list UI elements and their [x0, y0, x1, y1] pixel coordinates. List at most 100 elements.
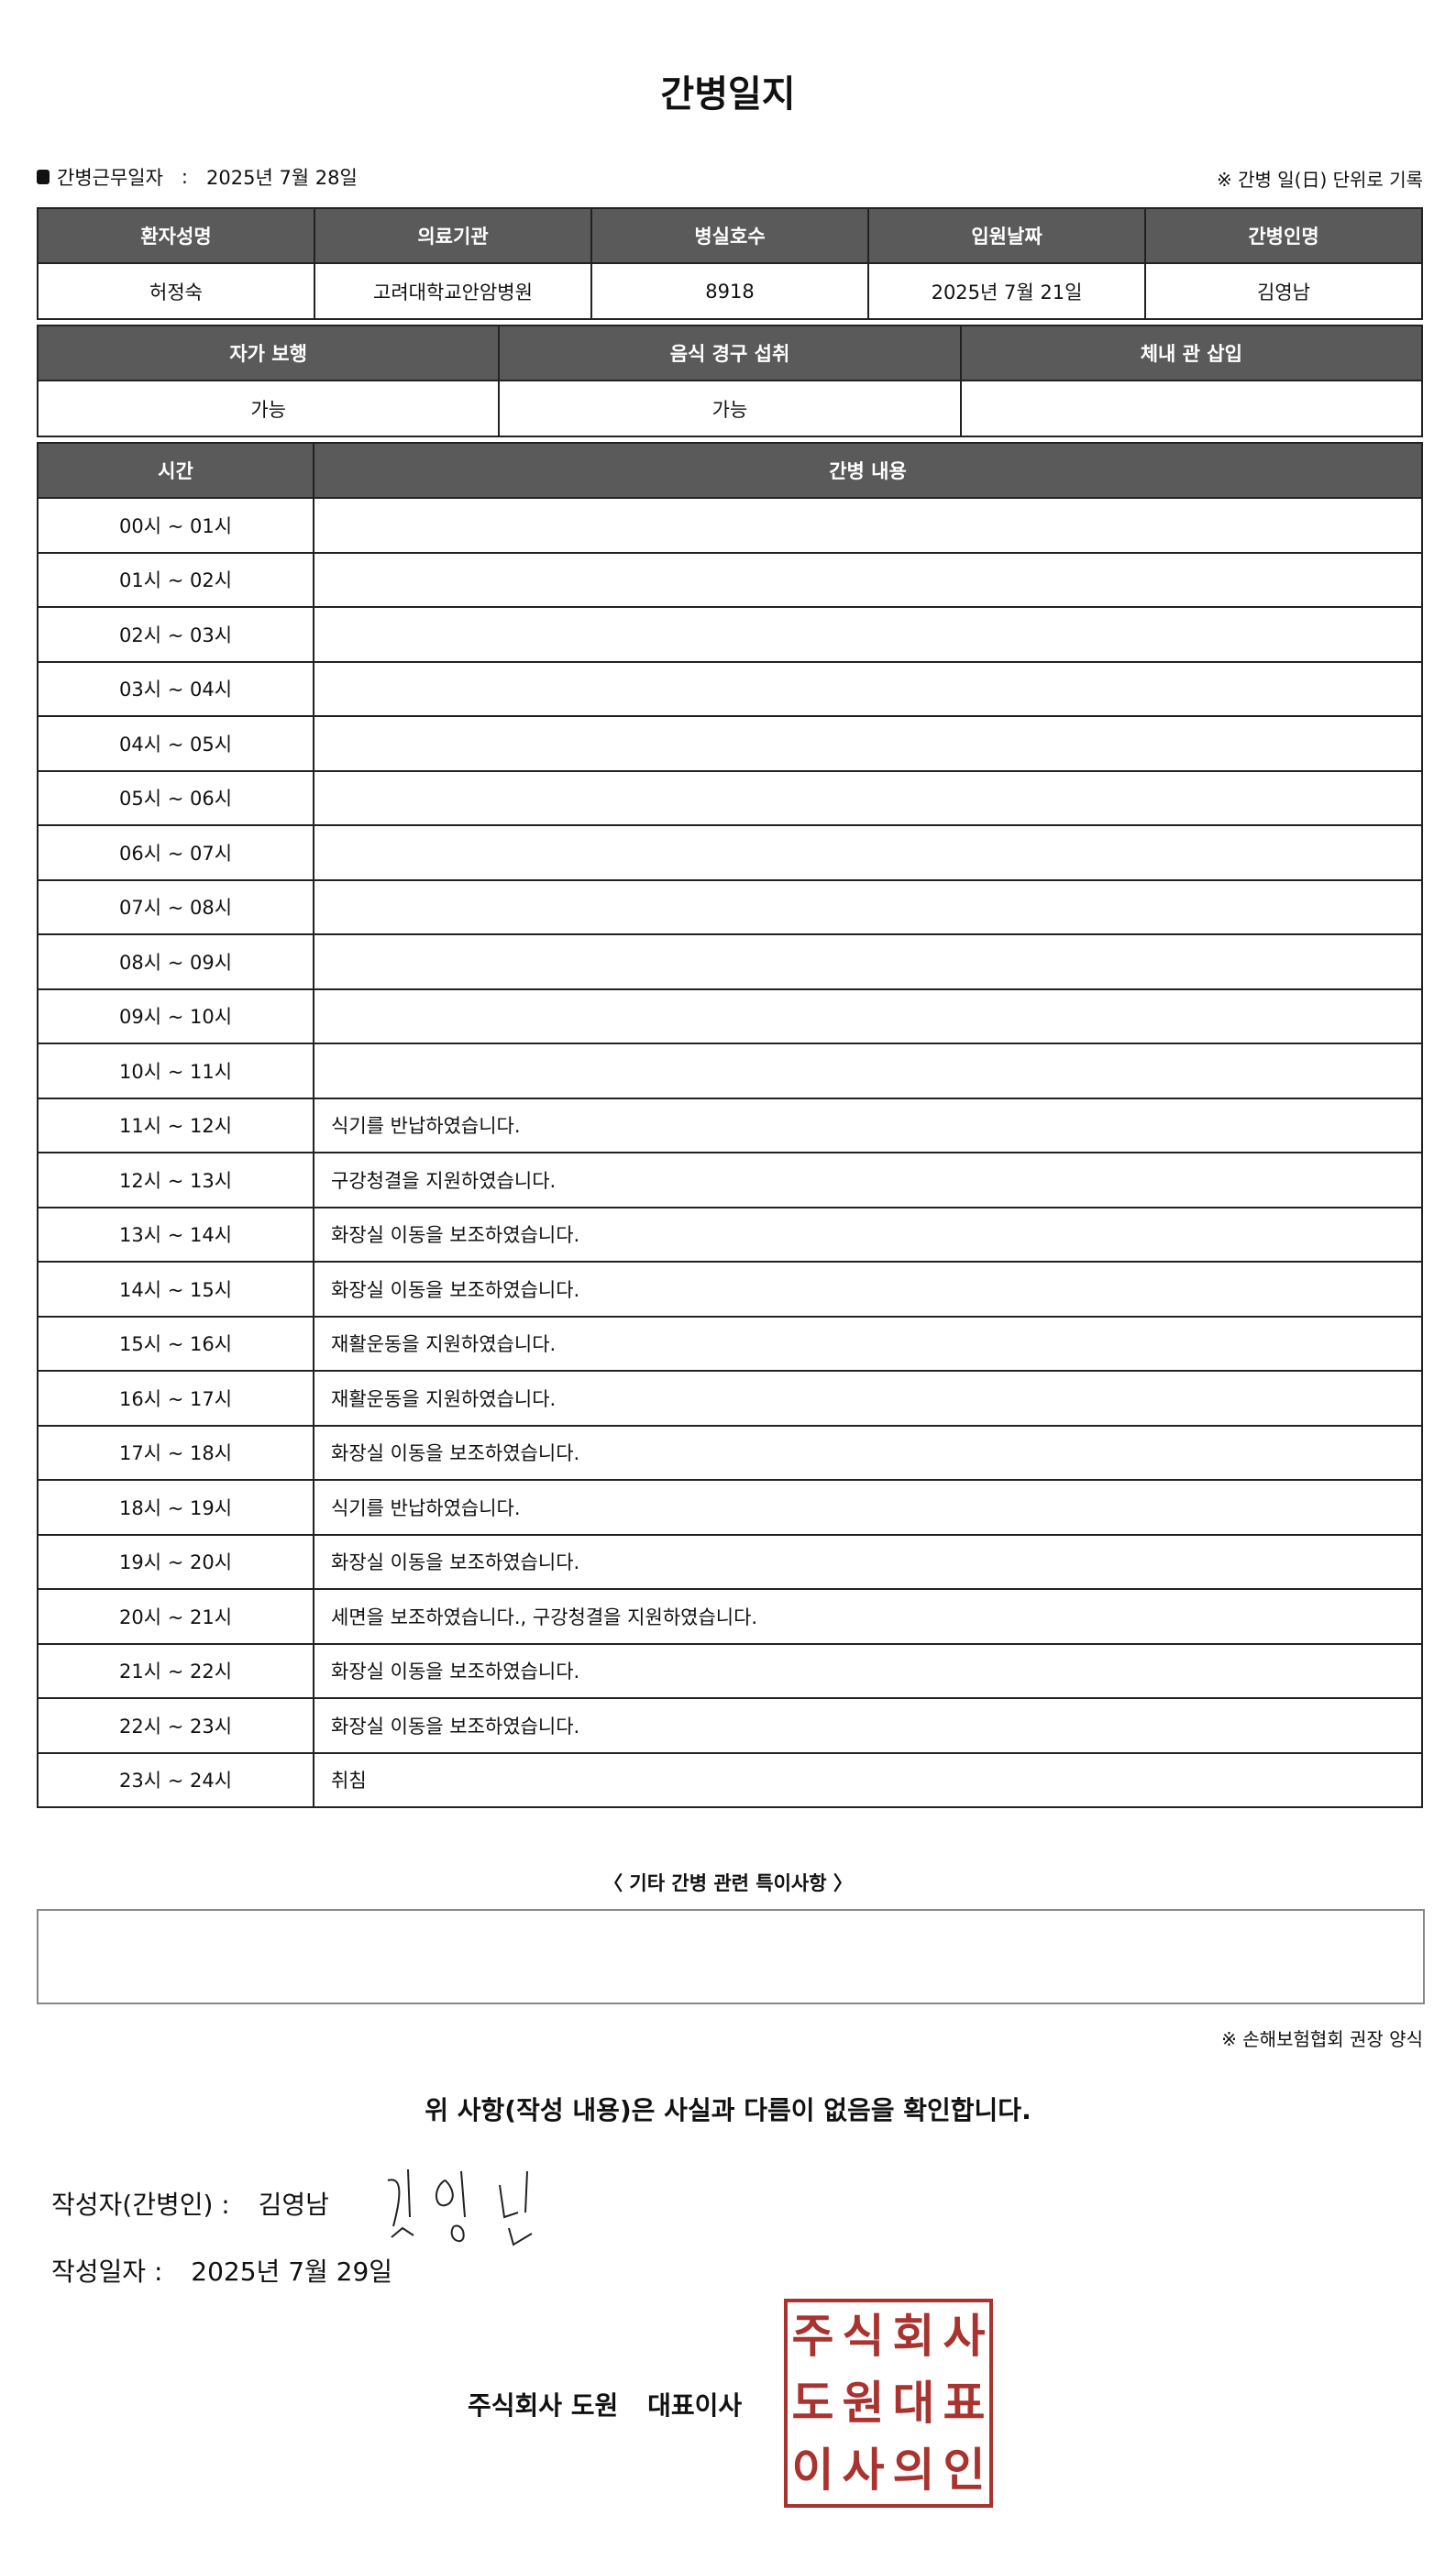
- log-table: 시간 간병 내용 00시 ~ 01시 01시 ~ 02시 02시 ~ 03시 03시 ~…: [37, 442, 1423, 1808]
- content-cell: [313, 769, 1423, 826]
- table-row: 23시 ~ 24시 취침: [37, 1751, 1423, 1808]
- time-cell: 05시 ~ 06시: [37, 769, 314, 826]
- patient-header-cell: 병실호수: [590, 207, 869, 264]
- table-row: 05시 ~ 06시: [37, 769, 1423, 826]
- time-cell: 20시 ~ 21시: [37, 1588, 314, 1645]
- status-header-cell: 자가 보행: [36, 325, 501, 381]
- time-cell: 07시 ~ 08시: [37, 878, 314, 935]
- stamp-glyph: 사: [943, 2309, 986, 2363]
- table-row: 20시 ~ 21시 세면을 보조하였습니다., 구강청결을 지원하였습니다.: [37, 1588, 1423, 1645]
- stamp-glyph: 대: [892, 2376, 935, 2430]
- table-row: 06시 ~ 07시: [37, 824, 1423, 881]
- patient-header-cell: 의료기관: [314, 207, 592, 264]
- status-value-cell: [959, 380, 1424, 437]
- content-cell: [313, 497, 1423, 554]
- time-cell: 02시 ~ 03시: [37, 606, 314, 663]
- patient-header-cell: 입원날짜: [867, 207, 1146, 264]
- table-row: 09시 ~ 10시: [37, 988, 1423, 1044]
- content-cell: 화장실 이동을 보조하였습니다.: [313, 1642, 1423, 1699]
- stamp-glyph: 의: [892, 2444, 935, 2498]
- time-cell: 19시 ~ 20시: [37, 1533, 314, 1590]
- content-cell: [313, 551, 1423, 608]
- table-row: 02시 ~ 03시: [37, 606, 1423, 663]
- time-cell: 18시 ~ 19시: [37, 1479, 314, 1536]
- time-cell: 09시 ~ 10시: [37, 988, 314, 1044]
- table-row: 14시 ~ 15시 화장실 이동을 보조하였습니다.: [37, 1261, 1423, 1318]
- table-row: 10시 ~ 11시: [37, 1043, 1423, 1099]
- status-value-cell: 가능: [498, 380, 962, 437]
- table-row: 13시 ~ 14시 화장실 이동을 보조하였습니다.: [37, 1206, 1423, 1263]
- content-cell: [313, 824, 1423, 881]
- time-cell: 08시 ~ 09시: [37, 933, 314, 990]
- patient-value-cell: 허정숙: [37, 262, 315, 320]
- table-row: 04시 ~ 05시: [37, 715, 1423, 772]
- patient-value-cell: 8918: [590, 262, 869, 320]
- stamp-glyph: 원: [842, 2376, 885, 2430]
- written-date: 작성일자 : 2025년 7월 29일: [51, 2252, 392, 2289]
- content-cell: 화장실 이동을 보조하였습니다.: [313, 1424, 1423, 1481]
- written-date-value: 2025년 7월 29일: [191, 2257, 393, 2287]
- log-header-cell: 간병 내용: [313, 442, 1423, 499]
- writer-label: 작성자(간병인) :: [51, 2190, 230, 2220]
- page-title: 간병일지: [660, 73, 796, 116]
- content-cell: 세면을 보조하였습니다., 구강청결을 지원하였습니다.: [313, 1588, 1423, 1645]
- time-cell: 11시 ~ 12시: [37, 1097, 314, 1153]
- stamp-glyph: 도: [791, 2376, 834, 2430]
- time-cell: 23시 ~ 24시: [37, 1751, 314, 1808]
- confirmation-statement: 위 사항(작성 내용)은 사실과 다름이 없음을 확인합니다.: [425, 2095, 1031, 2125]
- stamp-glyph: 표: [943, 2376, 986, 2430]
- stamp-glyph: 회: [892, 2309, 935, 2363]
- status-header-cell: 음식 경구 섭취: [498, 325, 962, 381]
- written-date-label: 작성일자 :: [51, 2257, 163, 2287]
- content-cell: [313, 988, 1423, 1044]
- table-row: 07시 ~ 08시: [37, 878, 1423, 935]
- table-row: 15시 ~ 16시 재활운동을 지원하였습니다.: [37, 1315, 1423, 1372]
- patient-value-cell: 김영남: [1144, 262, 1423, 320]
- time-cell: 06시 ~ 07시: [37, 824, 314, 881]
- content-cell: 식기를 반납하였습니다.: [313, 1479, 1423, 1536]
- company-name: 주식회사 도원: [468, 2390, 619, 2421]
- content-cell: 재활운동을 지원하였습니다.: [313, 1370, 1423, 1427]
- table-row: 12시 ~ 13시 구강청결을 지원하였습니다.: [37, 1152, 1423, 1208]
- time-cell: 00시 ~ 01시: [37, 497, 314, 554]
- status-header-cell: 체내 관 삽입: [959, 325, 1424, 381]
- work-date-separator: :: [181, 166, 188, 188]
- table-row: 00시 ~ 01시: [37, 497, 1423, 554]
- work-date-label: 간병근무일자: [57, 167, 163, 189]
- time-cell: 14시 ~ 15시: [37, 1261, 314, 1318]
- special-notes-box: [37, 1909, 1425, 2004]
- table-row: 16시 ~ 17시 재활운동을 지원하였습니다.: [37, 1370, 1423, 1427]
- writer-name: 김영남: [258, 2190, 329, 2220]
- bullet-icon: [37, 170, 50, 184]
- work-date-value: 2025년 7월 28일: [206, 167, 358, 189]
- table-row: 01시 ~ 02시: [37, 551, 1423, 608]
- patient-table: 환자성명 의료기관 병실호수 입원날짜 간병인명 허정숙 고려대학교안암병원 8918 202…: [37, 207, 1423, 320]
- time-cell: 10시 ~ 11시: [37, 1043, 314, 1099]
- table-row: 21시 ~ 22시 화장실 이동을 보조하였습니다.: [37, 1642, 1423, 1699]
- content-cell: [313, 660, 1423, 717]
- table-row: 03시 ~ 04시: [37, 660, 1423, 717]
- patient-header-cell: 환자성명: [37, 207, 315, 264]
- time-cell: 03시 ~ 04시: [37, 660, 314, 717]
- time-cell: 12시 ~ 13시: [37, 1152, 314, 1208]
- time-cell: 17시 ~ 18시: [37, 1424, 314, 1481]
- content-cell: 구강청결을 지원하였습니다.: [313, 1152, 1423, 1208]
- signature: [387, 2168, 533, 2246]
- writer-line: 작성자(간병인) : 김영남: [51, 2185, 329, 2222]
- table-row: 18시 ~ 19시 식기를 반납하였습니다.: [37, 1479, 1423, 1536]
- time-cell: 22시 ~ 23시: [37, 1697, 314, 1754]
- work-date: 간병근무일자 : 2025년 7월 28일: [37, 163, 358, 191]
- table-row: 08시 ~ 09시: [37, 933, 1423, 990]
- table-row: 17시 ~ 18시 화장실 이동을 보조하였습니다.: [37, 1424, 1423, 1481]
- company-line: 주식회사 도원 대표이사: [468, 2386, 742, 2422]
- record-note: ※ 간병 일(日) 단위로 기록: [1217, 169, 1423, 191]
- patient-header-cell: 간병인명: [1144, 207, 1423, 264]
- time-cell: 13시 ~ 14시: [37, 1206, 314, 1263]
- table-row: 22시 ~ 23시 화장실 이동을 보조하였습니다.: [37, 1697, 1423, 1754]
- content-cell: [313, 933, 1423, 990]
- content-cell: 화장실 이동을 보조하였습니다.: [313, 1206, 1423, 1263]
- association-note: ※ 손해보험협회 권장 양식: [1221, 2028, 1423, 2050]
- status-value-cell: 가능: [36, 380, 501, 437]
- status-table: 자가 보행 음식 경구 섭취 체내 관 삽입 가능 가능: [36, 325, 1424, 437]
